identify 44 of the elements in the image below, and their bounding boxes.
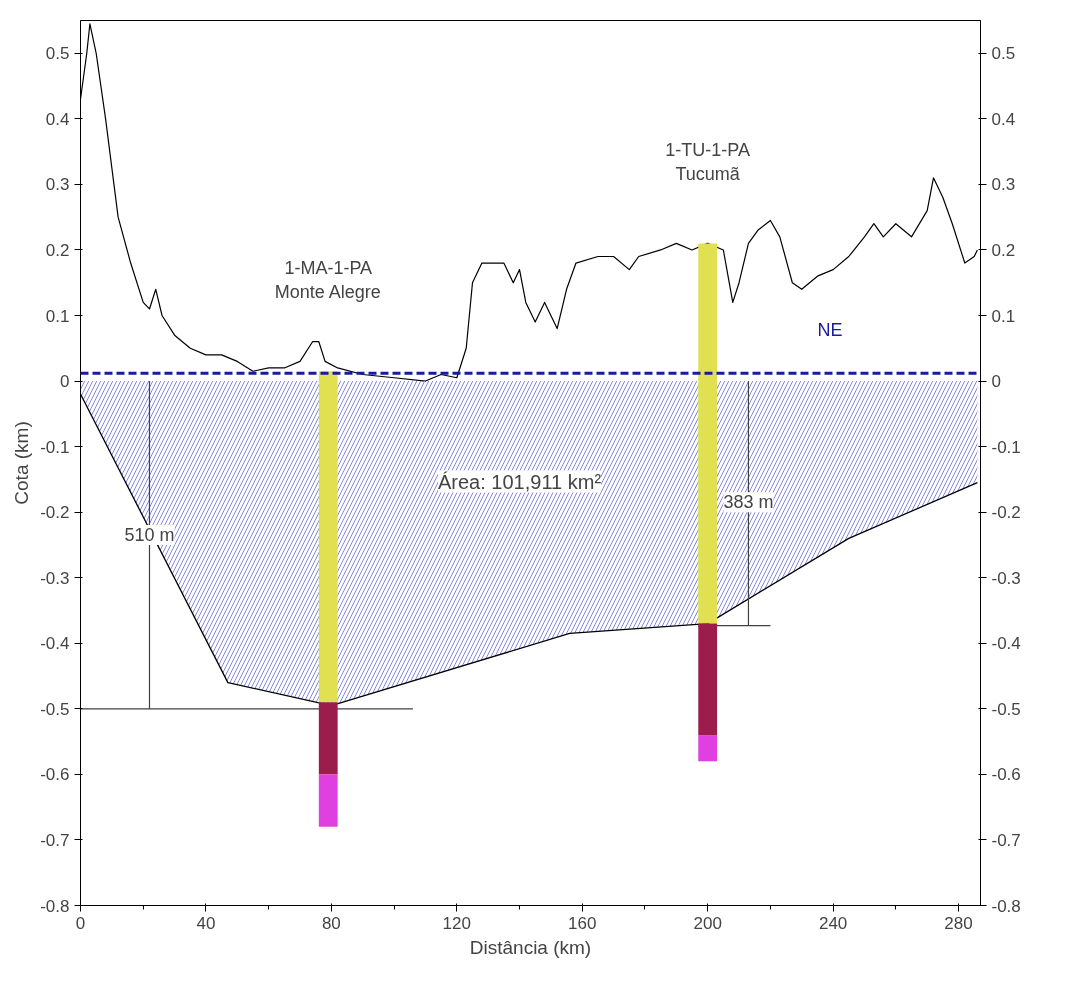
y-tick-label: -0.4	[40, 634, 70, 654]
y2-tick-label: 0.3	[991, 175, 1016, 195]
y-tick-label: -0.5	[40, 699, 70, 719]
annotation: 1-MA-1-PA Monte Alegre	[274, 258, 381, 303]
y2-tick-label: -0.8	[991, 896, 1021, 916]
y-axis-title: Cota (km)	[11, 421, 33, 505]
annotation: Área: 101,911 km²	[438, 470, 602, 493]
x-tick-label: 240	[818, 913, 848, 933]
y-tick-label: -0.1	[40, 437, 70, 457]
ref-line-label: NE	[817, 320, 843, 341]
y-tick-label: 0.3	[45, 175, 70, 195]
y-tick-label: -0.7	[40, 830, 70, 850]
annotation: 383 m	[723, 492, 774, 513]
y2-tick-label: 0.2	[991, 240, 1016, 260]
y-tick-label: -0.8	[40, 896, 70, 916]
y-tick-label: 0.5	[45, 44, 70, 64]
y2-tick-label: -0.7	[991, 830, 1021, 850]
y-tick-label: 0.1	[45, 306, 70, 326]
y2-tick-label: 0.1	[991, 306, 1016, 326]
x-axis-title: Distância (km)	[469, 936, 592, 958]
y2-tick-label: 0.5	[991, 44, 1016, 64]
x-tick-label: 160	[568, 913, 597, 933]
y2-tick-label: -0.2	[991, 503, 1021, 523]
x-tick-label: 80	[321, 913, 341, 933]
x-tick-label: 0	[75, 913, 86, 933]
y2-tick-label: -0.1	[991, 437, 1021, 457]
annotation: 1-TU-1-PA Tucumã	[665, 140, 751, 185]
y-tick-label: 0.2	[45, 240, 70, 260]
y-tick-label: -0.2	[40, 503, 70, 523]
x-tick-label: 280	[944, 913, 973, 933]
annotation: 510 m	[124, 524, 175, 545]
x-tick-label: 120	[442, 913, 471, 933]
y-tick-label: 0.4	[45, 109, 70, 129]
y2-tick-label: -0.5	[991, 699, 1021, 719]
x-tick-label: 40	[196, 913, 216, 933]
y-tick-label: -0.3	[40, 568, 70, 588]
y2-tick-label: -0.4	[991, 634, 1021, 654]
y2-tick-label: -0.6	[991, 765, 1021, 785]
y2-tick-label: -0.3	[991, 568, 1021, 588]
y2-tick-label: 0.4	[991, 109, 1016, 129]
x-tick-label: 200	[693, 913, 722, 933]
y2-tick-label: 0	[991, 372, 1001, 392]
y-tick-label: 0	[60, 372, 70, 392]
y-tick-label: -0.6	[40, 765, 70, 785]
